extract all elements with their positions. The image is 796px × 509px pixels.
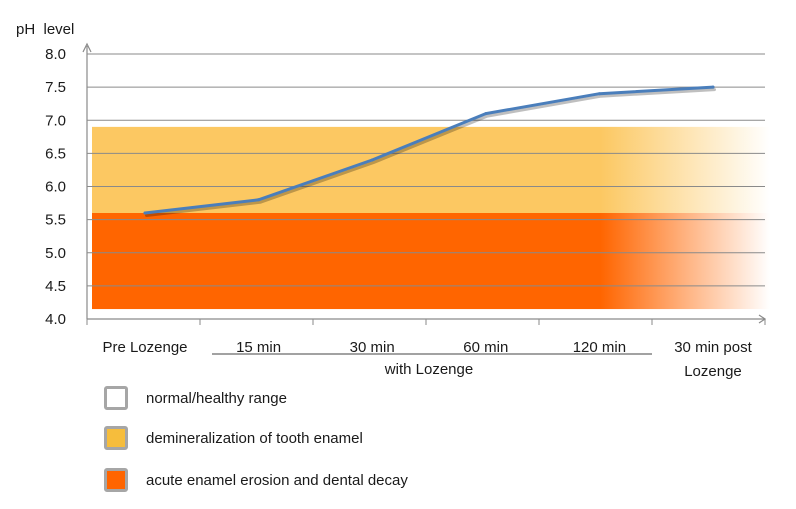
legend-item-normal: normal/healthy range <box>104 384 287 412</box>
legend-swatch-erosion <box>104 468 128 492</box>
legend-item-demineralization: demineralization of tooth enamel <box>104 424 363 452</box>
y-axis-title: pH level <box>16 21 74 38</box>
y-axis-arrow <box>82 42 92 53</box>
axes <box>82 42 767 325</box>
ph-level-chart: pH level 4.0 4.5 5.0 5.5 6.0 6.5 7.0 7.5 8.0 Pre… <box>16 21 770 380</box>
x-tick-label: 15 min <box>236 339 281 356</box>
data-point <box>597 92 601 96</box>
y-tick-label: 4.5 <box>45 278 66 295</box>
band-1 <box>92 126 770 213</box>
y-tick-label: 6.5 <box>45 145 66 162</box>
legend-label-erosion: acute enamel erosion and dental decay <box>146 471 408 489</box>
data-point <box>143 211 147 215</box>
y-tick-labels: 4.0 4.5 5.0 5.5 6.0 6.5 7.0 7.5 8.0 <box>45 46 66 328</box>
x-tick-label: 30 min <box>350 339 395 356</box>
x-tick-label: Pre Lozenge <box>102 339 187 356</box>
x-tick-label: 30 min post <box>674 339 752 356</box>
range-bands <box>92 126 770 310</box>
data-point <box>711 85 715 89</box>
y-tick-label: 8.0 <box>45 46 66 63</box>
y-tick-label: 5.5 <box>45 212 66 229</box>
x-tick-label: 60 min <box>463 339 508 356</box>
y-tick-label: 7.0 <box>45 112 66 129</box>
series-lines <box>143 85 716 217</box>
y-tick-label: 4.0 <box>45 311 66 328</box>
x-tick-labels: Pre Lozenge 15 min 30 min 60 min 120 min 30 m… <box>102 339 752 380</box>
y-tick-label: 5.0 <box>45 245 66 262</box>
x-tick-label: Lozenge <box>684 363 742 380</box>
data-point <box>257 198 261 202</box>
band-2 <box>92 213 770 310</box>
legend-item-erosion: acute enamel erosion and dental decay <box>104 466 408 494</box>
legend-label-normal: normal/healthy range <box>146 389 287 407</box>
data-point <box>484 112 488 116</box>
legend-label-demineralization: demineralization of tooth enamel <box>146 429 363 447</box>
x-tick-label: 120 min <box>573 339 626 356</box>
group-label: with Lozenge <box>384 361 473 378</box>
data-point <box>370 158 374 162</box>
legend-swatch-demineralization <box>104 426 128 450</box>
series-line-shadow <box>145 88 716 217</box>
y-tick-label: 7.5 <box>45 79 66 96</box>
series-line <box>143 85 715 215</box>
gridlines <box>87 53 765 287</box>
legend-swatch-normal <box>104 386 128 410</box>
category-group: with Lozenge <box>212 353 652 378</box>
y-tick-label: 6.0 <box>45 179 66 196</box>
